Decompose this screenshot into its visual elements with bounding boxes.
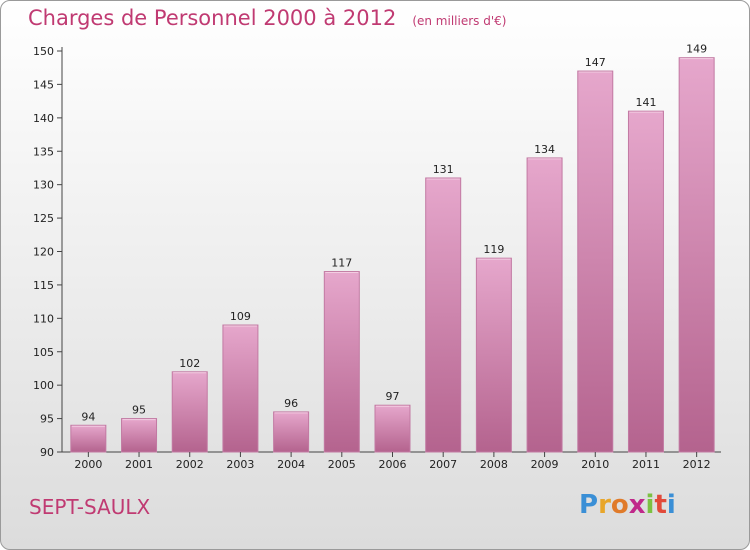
y-tick-label: 90 xyxy=(40,446,54,459)
bar xyxy=(475,257,512,453)
y-tick-label: 150 xyxy=(33,45,54,58)
x-tick-label: 2007 xyxy=(429,458,457,471)
data-label: 131 xyxy=(433,163,454,176)
data-label: 97 xyxy=(386,390,400,403)
data-label: 134 xyxy=(534,143,555,156)
x-tick-label: 2004 xyxy=(277,458,305,471)
x-tick-label: 2006 xyxy=(379,458,407,471)
proxiti-logo: Proxiti xyxy=(579,490,676,520)
data-label: 94 xyxy=(81,410,95,423)
bar xyxy=(526,157,563,453)
bar xyxy=(425,177,462,453)
bar xyxy=(70,424,107,453)
logo-letter: t xyxy=(654,490,667,520)
y-tick-label: 130 xyxy=(33,179,54,192)
x-tick-label: 2003 xyxy=(226,458,254,471)
x-tick-label: 2008 xyxy=(480,458,508,471)
y-tick-label: 100 xyxy=(33,379,54,392)
x-tick-label: 2000 xyxy=(74,458,102,471)
data-label: 119 xyxy=(483,243,504,256)
x-tick-label: 2005 xyxy=(328,458,356,471)
bar xyxy=(222,324,259,453)
data-label: 109 xyxy=(230,310,251,323)
bar xyxy=(121,418,158,453)
logo-letter: r xyxy=(598,490,611,520)
bar xyxy=(577,70,614,453)
chart-title: Charges de Personnel 2000 à 2012 (en mill… xyxy=(28,6,506,30)
bar xyxy=(273,411,310,453)
chart-subtitle: (en milliers d'€) xyxy=(412,14,507,28)
y-tick-label: 125 xyxy=(33,212,54,225)
data-label: 96 xyxy=(284,397,298,410)
y-tick-label: 115 xyxy=(33,279,54,292)
data-label: 149 xyxy=(686,43,707,56)
x-tick-label: 2009 xyxy=(531,458,559,471)
logo-letter: x xyxy=(628,490,646,520)
y-tick-label: 135 xyxy=(33,145,54,158)
x-tick-label: 2002 xyxy=(176,458,204,471)
bar xyxy=(323,271,360,453)
data-label: 95 xyxy=(132,404,146,417)
bar xyxy=(627,110,664,453)
logo-letter: i xyxy=(666,490,676,520)
y-tick-label: 95 xyxy=(40,413,54,426)
data-label: 141 xyxy=(635,96,656,109)
bar xyxy=(678,57,715,453)
x-tick-label: 2012 xyxy=(683,458,711,471)
bar xyxy=(374,404,411,453)
commune-name: SEPT-SAULX xyxy=(29,495,151,519)
y-tick-label: 110 xyxy=(33,312,54,325)
logo-letter: o xyxy=(610,490,629,520)
chart-title-text: Charges de Personnel 2000 à 2012 xyxy=(28,6,397,30)
y-tick-label: 120 xyxy=(33,246,54,259)
bar xyxy=(171,371,208,453)
data-label: 102 xyxy=(179,357,200,370)
data-label: 147 xyxy=(585,56,606,69)
y-tick-label: 145 xyxy=(33,78,54,91)
y-tick-label: 140 xyxy=(33,112,54,125)
y-tick-label: 105 xyxy=(33,346,54,359)
x-tick-label: 2010 xyxy=(581,458,609,471)
logo-letter: i xyxy=(645,490,655,520)
logo-letter: P xyxy=(579,490,599,520)
x-tick-label: 2011 xyxy=(632,458,660,471)
x-tick-label: 2001 xyxy=(125,458,153,471)
data-label: 117 xyxy=(331,257,352,270)
